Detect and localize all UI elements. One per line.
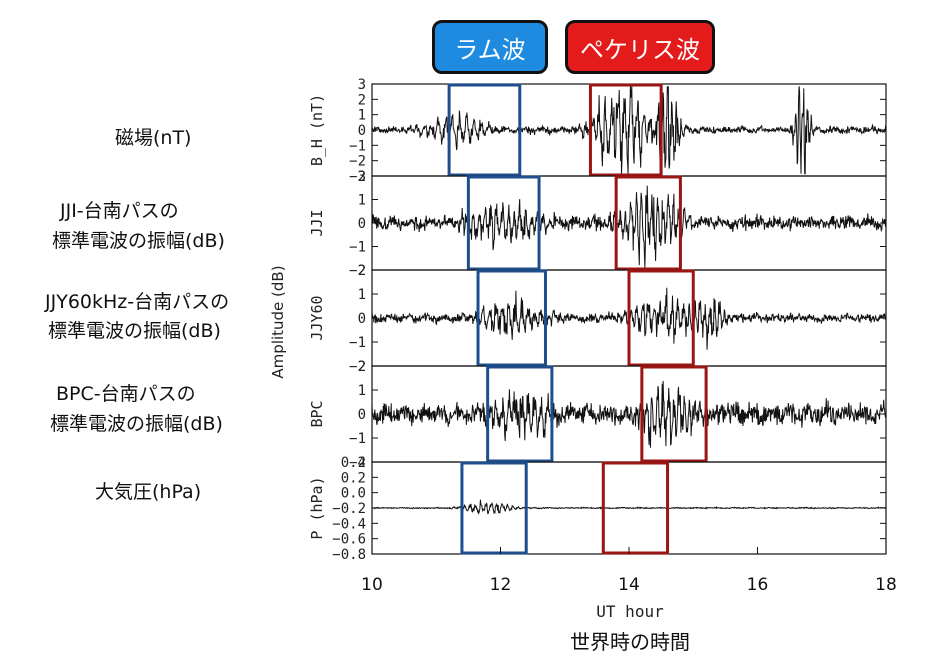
panel-1-ytick-label-1: 2 xyxy=(358,92,366,108)
panel-2-ytick-label-0: 2 xyxy=(358,169,366,185)
jji-label-line1: JJI-台南パスの xyxy=(60,200,179,222)
panel-1-ytick-label-3: 0 xyxy=(358,123,366,139)
panel-3-ytick-label-4: −2 xyxy=(349,359,366,375)
panel-2-ytick-label-4: −2 xyxy=(349,263,366,279)
panel-5-pekeris-box xyxy=(601,461,670,555)
x-tick-label-0: 10 xyxy=(361,575,383,595)
panel-1-rayleigh-box xyxy=(447,83,522,177)
panel-1-ytick-label-2: 1 xyxy=(358,108,366,124)
panel-2-pekeris-box xyxy=(614,175,682,271)
panel-4-ytick-label-4: −2 xyxy=(349,455,366,471)
panel-5-ylabel: P (hPa) xyxy=(308,476,326,539)
jji-label-line2: 標準電波の振幅(dB) xyxy=(52,230,225,252)
panel-5-ytick-label-4: −0.4 xyxy=(332,516,366,532)
panel-3-ytick-label-2: 0 xyxy=(358,311,366,327)
panel-5-rayleigh-box xyxy=(460,461,528,555)
panel-4-pekeris-box xyxy=(640,365,708,463)
panel-2-ytick-label-2: 0 xyxy=(358,216,366,232)
panel-3-ytick-label-1: 1 xyxy=(358,287,366,303)
panel-4-ytick-label-1: 1 xyxy=(358,383,366,399)
panel-5-ytick-label-6: −0.8 xyxy=(332,547,366,563)
panel-5-ytick-label-5: −0.6 xyxy=(332,532,366,548)
panel-1-ytick-label-0: 3 xyxy=(358,77,366,93)
panel-4-rayleigh-box xyxy=(486,365,554,463)
rayleigh-wave-badge: ラム波 xyxy=(432,20,548,74)
panel-1-pekeris-box xyxy=(588,83,663,177)
panel-5-ytick-label-3: −0.2 xyxy=(332,501,366,517)
panel-2-ytick-label-1: 1 xyxy=(358,193,366,209)
bpc-label-line1: BPC-台南パスの xyxy=(56,383,196,405)
panel-3-ytick-label-0: 2 xyxy=(358,263,366,279)
panel-1-ylabel: B_H (nT) xyxy=(308,94,326,166)
jjy-label-line2: 標準電波の振幅(dB) xyxy=(48,320,221,342)
panel-3-ylabel: JJY60 xyxy=(308,295,326,340)
x-tick-label-4: 18 xyxy=(875,575,897,595)
panel-1-ytick-label-6: −3 xyxy=(349,169,366,185)
panel-1-ytick-label-4: −1 xyxy=(349,138,366,154)
jjy-label-line1: JJY60kHz-台南パスの xyxy=(45,291,230,313)
panel-4-ytick-label-0: 2 xyxy=(358,359,366,375)
panel-2-ytick-label-3: −1 xyxy=(349,240,366,256)
x-tick-label-2: 14 xyxy=(618,575,640,595)
panel-3-ytick-label-3: −1 xyxy=(349,335,366,351)
panel-5-ytick-label-0: 0.4 xyxy=(341,455,366,471)
panel-2-ylabel: JJI xyxy=(308,209,326,236)
panel-1-waveform xyxy=(371,86,887,175)
pekeris-wave-badge: ペケリス波 xyxy=(565,20,715,74)
mag-label: 磁場(nT) xyxy=(115,127,192,149)
x-axis-label: UT hour xyxy=(596,602,664,621)
panel-4-ytick-label-3: −1 xyxy=(349,431,366,447)
x-axis-label-jp: 世界時の時間 xyxy=(570,630,690,654)
panel-4-waveform xyxy=(371,380,887,448)
panel-1-ytick-label-5: −2 xyxy=(349,154,366,170)
panel-4-ylabel: BPC xyxy=(308,400,326,427)
panel-2-rayleigh-box xyxy=(466,175,541,271)
x-tick-label-1: 12 xyxy=(490,575,512,595)
panel-2-waveform xyxy=(371,185,887,268)
panel-5-waveform xyxy=(371,499,887,515)
bpc-label-line2: 標準電波の振幅(dB) xyxy=(50,413,223,435)
panel-4-ytick-label-2: 0 xyxy=(358,407,366,423)
panel-5-ytick-label-2: 0.0 xyxy=(341,486,366,502)
x-tick-label-3: 16 xyxy=(747,575,769,595)
pressure-label: 大気圧(hPa) xyxy=(95,481,202,503)
panel-3-rayleigh-box xyxy=(476,269,547,367)
panel-5-ytick-label-1: 0.2 xyxy=(341,470,366,486)
panel-3-pekeris-box xyxy=(627,269,695,367)
amplitude-axis-label: Amplitude (dB) xyxy=(269,265,287,378)
